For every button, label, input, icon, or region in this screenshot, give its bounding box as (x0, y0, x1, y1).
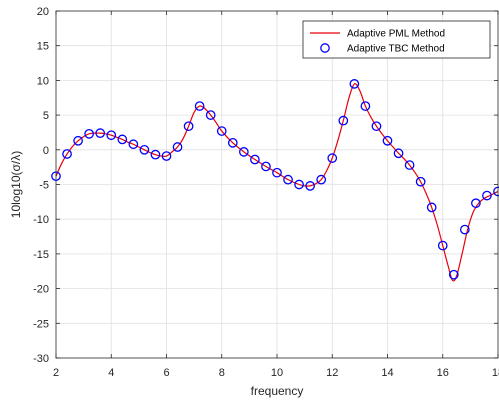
series-line-pml (55, 83, 499, 282)
x-axis-label: frequency (251, 384, 304, 398)
x-tick-label: 8 (219, 367, 225, 379)
data-point-tbc (150, 149, 161, 160)
data-point-tbc (128, 139, 139, 150)
data-point-tbc (161, 151, 172, 161)
data-point-tbc (426, 202, 437, 213)
data-point-tbc (227, 138, 238, 148)
data-point-tbc (239, 147, 249, 157)
data-point-tbc (294, 179, 304, 190)
data-point-tbc (117, 134, 128, 145)
data-point-tbc (283, 174, 293, 185)
y-axis-label: 10log10(σ/λ) (9, 151, 23, 218)
y-tick-label: 0 (43, 145, 49, 157)
legend-box (302, 20, 491, 59)
data-point-tbc (305, 181, 315, 191)
legend: Adaptive PML Method Adaptive TBC Method (302, 20, 491, 59)
data-point-tbc (327, 153, 338, 163)
data-point-tbc (62, 149, 72, 159)
x-tick-label: 16 (437, 367, 449, 379)
data-point-tbc (349, 79, 360, 89)
data-point-tbc (73, 135, 83, 146)
x-tick-label: 6 (163, 367, 169, 379)
data-point-tbc (216, 126, 227, 136)
data-point-tbc (404, 160, 415, 170)
data-point-tbc (183, 121, 194, 132)
y-tick-label: -10 (33, 214, 49, 226)
y-tick-label: 5 (43, 110, 49, 122)
series-adaptive-pml (55, 83, 499, 282)
legend-label-tbc: Adaptive TBC Method (347, 44, 445, 55)
data-point-tbc (95, 128, 106, 138)
data-point-tbc (250, 154, 260, 165)
data-point-tbc (272, 167, 282, 178)
data-point-tbc (437, 240, 448, 251)
data-point-tbc (139, 144, 150, 155)
x-tick-label: 18 (492, 367, 499, 379)
data-point-tbc (415, 176, 426, 187)
data-point-tbc (205, 110, 216, 120)
y-tick-label: -20 (33, 284, 49, 296)
data-point-tbc (172, 142, 183, 152)
y-tick-label: -25 (33, 318, 49, 330)
x-tick-label: 2 (53, 367, 59, 379)
y-tick-label: -5 (39, 180, 49, 192)
y-tick-label: 15 (37, 41, 49, 53)
y-tick-label: -15 (33, 249, 49, 261)
data-point-tbc (382, 135, 393, 146)
data-point-tbc (338, 115, 349, 126)
data-point-tbc (471, 198, 481, 209)
data-point-tbc (371, 121, 382, 132)
x-tick-label: 14 (381, 367, 393, 379)
x-tick-label: 12 (326, 367, 338, 379)
legend-swatch-tbc (320, 43, 330, 53)
legend-label-pml: Adaptive PML Method (347, 29, 445, 40)
y-tick-label: 10 (37, 75, 49, 87)
x-tick-labels: 2 4 6 8 10 12 14 16 18 (53, 367, 499, 379)
grid (56, 11, 498, 358)
data-point-tbc (316, 174, 327, 185)
data-point-tbc (261, 161, 271, 172)
x-tick-label: 4 (108, 367, 114, 379)
data-point-tbc (194, 101, 205, 111)
ticks (55, 10, 499, 359)
data-point-tbc (360, 101, 371, 111)
data-point-tbc (106, 130, 117, 141)
series-adaptive-tbc (51, 79, 499, 280)
data-point-tbc (448, 269, 459, 280)
x-tick-label: 10 (271, 367, 283, 379)
data-point-tbc (393, 148, 404, 159)
y-tick-labels: -30 -25 -20 -15 -10 -5 0 5 10 15 20 (33, 6, 49, 365)
data-point-tbc (459, 224, 470, 235)
y-tick-label: 20 (37, 6, 49, 18)
data-point-tbc (84, 128, 95, 139)
data-point-tbc (482, 190, 492, 201)
y-tick-label: -30 (33, 353, 49, 365)
